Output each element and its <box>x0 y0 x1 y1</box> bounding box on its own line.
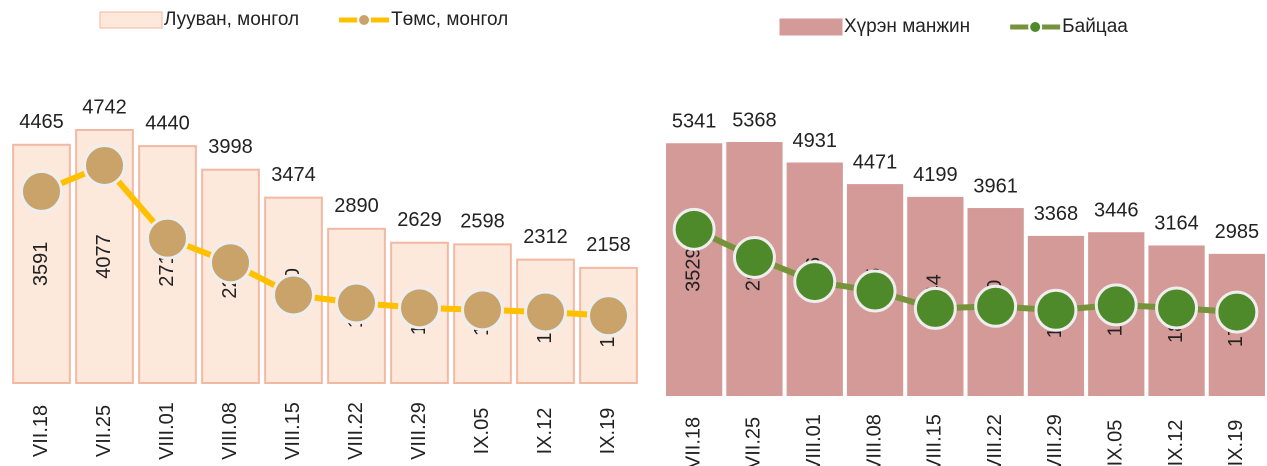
bar-value-label: 2598 <box>460 211 505 233</box>
legend-label: Хүрэн манжин <box>844 16 970 37</box>
legend-marker <box>358 14 370 26</box>
x-tick-label: VIII.15 <box>924 414 946 466</box>
x-tick-label: VIII.29 <box>408 402 430 460</box>
line-marker <box>526 292 566 332</box>
x-tick-label: VII.25 <box>743 417 765 466</box>
line-marker <box>148 218 188 258</box>
x-tick-label: VII.18 <box>30 405 52 457</box>
line-value-label: 3529 <box>682 247 704 292</box>
bar-value-label: 2985 <box>1215 221 1260 243</box>
bar-value-label: 2158 <box>586 234 631 256</box>
legend-label: Байцаа <box>1062 16 1128 37</box>
x-tick-label: IX.05 <box>471 408 493 455</box>
line-marker <box>463 290 503 330</box>
x-tick-label: VII.25 <box>93 405 115 457</box>
x-tick-label: VIII.01 <box>156 402 178 460</box>
bar-value-label: 3474 <box>271 164 316 186</box>
line-value-label: 4077 <box>93 234 115 279</box>
legend-label: Лууван, монгол <box>164 9 299 30</box>
x-tick-label: VIII.15 <box>282 402 304 460</box>
line-value-label: 3591 <box>30 242 52 287</box>
bar-value-label: 3164 <box>1154 213 1199 235</box>
line-marker <box>915 288 955 328</box>
x-tick-label: IX.12 <box>1165 420 1187 466</box>
line-marker <box>211 243 251 283</box>
line-marker <box>85 145 125 185</box>
legend-swatch <box>780 19 842 35</box>
line-marker <box>1036 290 1076 330</box>
bar-value-label: 2312 <box>523 226 568 248</box>
bar-value-label: 4931 <box>793 130 838 152</box>
bar-value-label: 2629 <box>397 209 442 231</box>
x-tick-label: VIII.08 <box>219 402 241 460</box>
line-marker <box>795 262 835 302</box>
x-tick-label: VIII.08 <box>863 414 885 466</box>
line-marker <box>674 209 714 249</box>
bar-value-label: 5341 <box>672 111 717 133</box>
line-marker <box>22 171 62 211</box>
x-tick-label: IX.12 <box>534 408 556 455</box>
bar-value-label: 4199 <box>913 164 958 186</box>
line-marker <box>976 286 1016 326</box>
x-tick-label: IX.19 <box>597 408 619 455</box>
x-tick-label: VIII.22 <box>345 402 367 460</box>
bar-value-label: 3998 <box>208 136 253 158</box>
x-tick-label: VIII.29 <box>1044 414 1066 466</box>
x-tick-label: VIII.22 <box>984 414 1006 466</box>
bar-value-label: 4742 <box>82 96 127 118</box>
line-marker <box>337 283 377 323</box>
legend-label: Төмс, монгол <box>391 9 508 30</box>
line-marker <box>855 271 895 311</box>
bar-value-label: 4440 <box>145 112 190 134</box>
line-marker <box>1217 292 1257 332</box>
x-tick-label: IX.19 <box>1225 420 1247 466</box>
page: Лууван, монгол Төмс, монгол 4465 VII.18 4742… <box>0 0 1267 466</box>
bar-value-label: 4465 <box>19 111 64 133</box>
x-tick-label: VIII.01 <box>803 414 825 466</box>
bar-value-label: 3368 <box>1034 203 1079 225</box>
x-tick-label: IX.05 <box>1105 420 1127 466</box>
line-marker <box>400 288 440 328</box>
bar-value-label: 2890 <box>334 195 379 217</box>
line-marker <box>734 237 774 277</box>
bar-value-label: 3446 <box>1094 200 1139 222</box>
bar-value-label: 3961 <box>973 175 1018 197</box>
legend-swatch <box>100 12 162 28</box>
line-marker <box>274 275 314 315</box>
bar-value-label: 5368 <box>732 109 777 131</box>
legend-marker <box>1029 21 1041 33</box>
line-marker <box>1157 288 1197 328</box>
bar-value-label: 4471 <box>853 151 898 173</box>
line-marker <box>1096 285 1136 325</box>
x-tick-label: VII.18 <box>682 417 704 466</box>
line-marker <box>589 296 629 336</box>
